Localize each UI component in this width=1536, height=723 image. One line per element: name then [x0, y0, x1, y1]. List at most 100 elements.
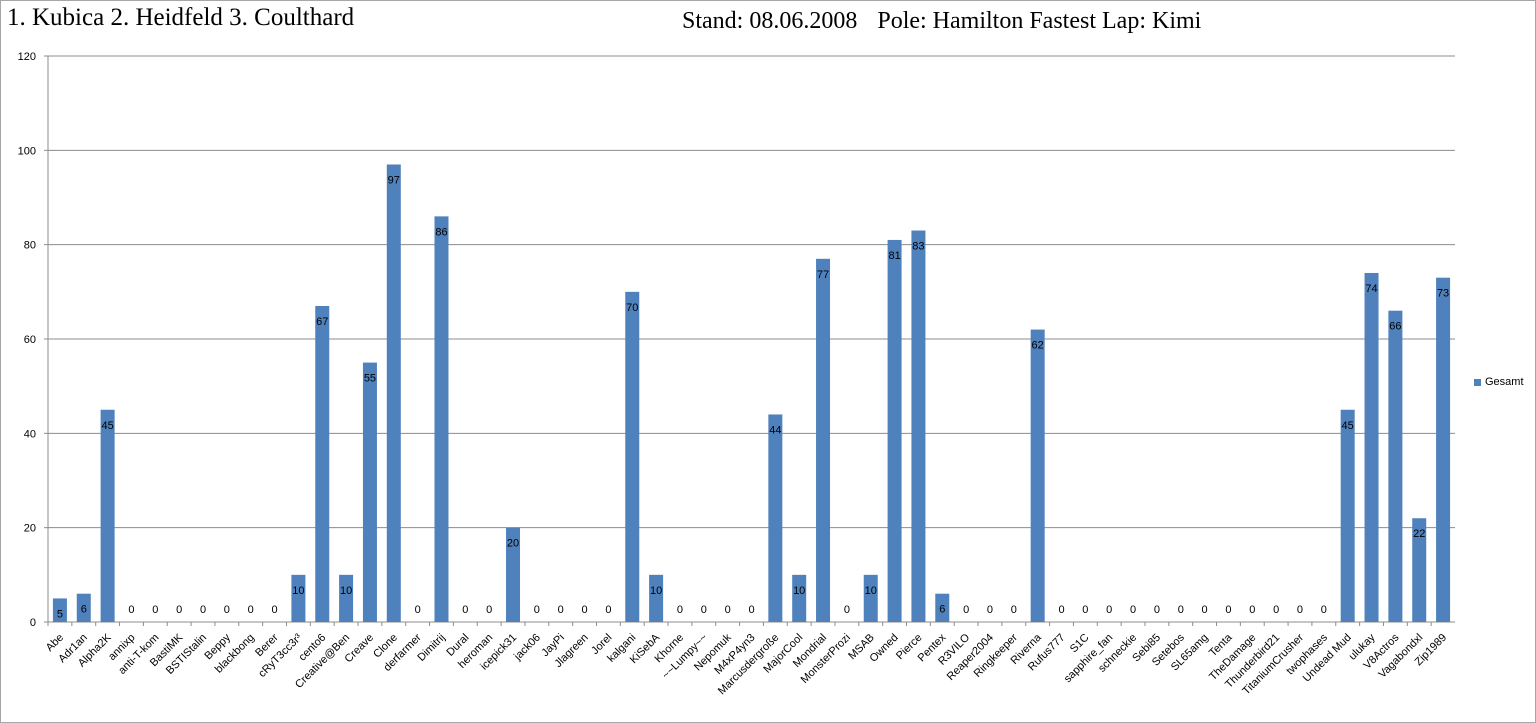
- y-tick-label: 60: [24, 334, 36, 346]
- bar: [1340, 409, 1355, 622]
- data-label: 6: [81, 604, 87, 616]
- bar: [386, 164, 401, 622]
- data-label: 10: [865, 585, 877, 597]
- data-label: 77: [817, 269, 829, 281]
- data-label: 0: [1321, 604, 1327, 616]
- data-label: 0: [224, 604, 230, 616]
- data-label: 0: [248, 604, 254, 616]
- data-label: 0: [963, 604, 969, 616]
- data-label: 0: [1225, 604, 1231, 616]
- data-label: 81: [888, 250, 900, 262]
- data-label: 74: [1365, 283, 1377, 295]
- bar: [887, 239, 902, 622]
- data-label: 86: [435, 226, 447, 238]
- data-label: 67: [316, 316, 328, 328]
- bar: [1364, 272, 1379, 622]
- data-label: 0: [1154, 604, 1160, 616]
- data-label: 10: [650, 585, 662, 597]
- bar: [52, 598, 67, 622]
- data-label: 0: [176, 604, 182, 616]
- data-label: 0: [1058, 604, 1064, 616]
- bar: [649, 574, 664, 622]
- data-label: 10: [340, 585, 352, 597]
- data-label: 0: [200, 604, 206, 616]
- data-label: 0: [1249, 604, 1255, 616]
- bar: [863, 574, 878, 622]
- bar: [792, 574, 807, 622]
- bar: [76, 593, 91, 622]
- data-label: 0: [1082, 604, 1088, 616]
- data-label: 0: [558, 604, 564, 616]
- data-label: 45: [101, 420, 113, 432]
- legend: Gesamt: [1474, 376, 1524, 388]
- bar: [315, 305, 330, 622]
- data-label: 6: [939, 604, 945, 616]
- data-label: 73: [1437, 288, 1449, 300]
- data-label: 62: [1032, 340, 1044, 352]
- data-label: 0: [1273, 604, 1279, 616]
- data-label: 5: [57, 608, 63, 620]
- bar: [291, 574, 306, 622]
- data-label: 0: [987, 604, 993, 616]
- data-label: 66: [1389, 321, 1401, 333]
- y-tick-label: 40: [24, 428, 36, 440]
- data-label: 70: [626, 302, 638, 314]
- y-tick-label: 120: [18, 51, 36, 63]
- status-title: Stand: 08.06.2008 Pole: Hamilton Fastest …: [682, 8, 1201, 35]
- bar: [434, 216, 449, 622]
- bar: [1412, 518, 1427, 622]
- y-tick-label: 0: [30, 617, 36, 629]
- x-tick-label: jack06: [511, 632, 543, 664]
- data-label: 0: [462, 604, 468, 616]
- bar: [339, 574, 354, 622]
- bar: [625, 291, 640, 622]
- data-label: 0: [748, 604, 754, 616]
- data-label: 0: [128, 604, 134, 616]
- pole-fastest-lap: Pole: Hamilton Fastest Lap: Kimi: [877, 8, 1202, 34]
- bar: [506, 527, 521, 622]
- data-label: 97: [388, 174, 400, 186]
- data-label: 20: [507, 538, 519, 550]
- data-label: 0: [486, 604, 492, 616]
- data-label: 0: [1202, 604, 1208, 616]
- data-label: 45: [1342, 420, 1354, 432]
- bar: [911, 230, 926, 622]
- data-label: 83: [912, 241, 924, 253]
- legend-label: Gesamt: [1485, 376, 1524, 388]
- legend-swatch: [1474, 378, 1481, 386]
- bar: [816, 258, 831, 622]
- results-title: 1. Kubica 2. Heidfeld 3. Coulthard: [7, 4, 355, 31]
- data-label: 0: [677, 604, 683, 616]
- data-label: 0: [701, 604, 707, 616]
- data-label: 0: [1011, 604, 1017, 616]
- data-label: 0: [534, 604, 540, 616]
- data-label: 0: [1106, 604, 1112, 616]
- data-label: 0: [844, 604, 850, 616]
- data-label: 55: [364, 373, 376, 385]
- y-tick-label: 20: [24, 523, 36, 535]
- data-label: 0: [152, 604, 158, 616]
- data-label: 0: [582, 604, 588, 616]
- stand-date: Stand: 08.06.2008: [682, 8, 858, 34]
- data-label: 22: [1413, 528, 1425, 540]
- data-label: 0: [271, 604, 277, 616]
- y-tick-label: 100: [18, 145, 36, 157]
- data-label: 0: [415, 604, 421, 616]
- data-label: 0: [1130, 604, 1136, 616]
- bar: [1388, 310, 1403, 622]
- y-tick-label: 80: [24, 240, 36, 252]
- x-tick-label: Dimitrij: [415, 632, 447, 664]
- data-label: 0: [605, 604, 611, 616]
- data-label: 0: [725, 604, 731, 616]
- data-label: 10: [793, 585, 805, 597]
- bar: [935, 593, 950, 622]
- bar: [768, 414, 783, 622]
- data-label: 0: [1178, 604, 1184, 616]
- data-label: 0: [1297, 604, 1303, 616]
- bar: [1436, 277, 1451, 622]
- bar: [362, 362, 377, 622]
- data-label: 10: [292, 585, 304, 597]
- data-label: 44: [769, 424, 781, 436]
- bar: [1030, 329, 1045, 622]
